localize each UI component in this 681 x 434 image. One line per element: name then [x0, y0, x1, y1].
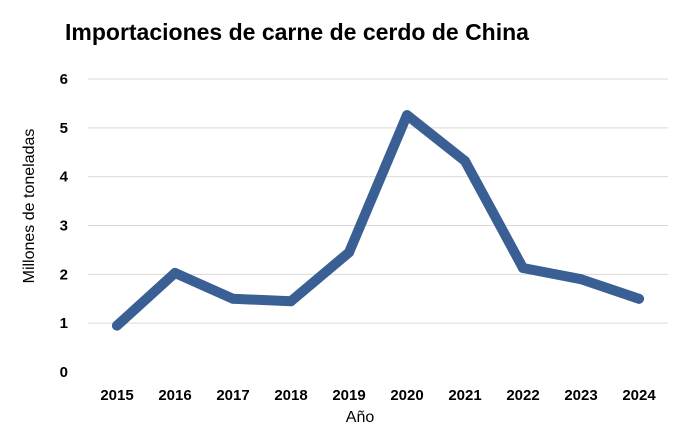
data-point: [402, 110, 412, 121]
x-axis-ticks: 2015 2016 2017 2018 2019 2020 2021 2022 2023 2024: [100, 387, 656, 404]
x-tick-label: 2022: [506, 387, 539, 404]
gridlines: [88, 78, 668, 324]
y-tick-label: 0: [60, 364, 68, 381]
x-tick-label: 2021: [448, 387, 481, 404]
data-point: [518, 262, 528, 273]
data-point: [170, 267, 180, 278]
data-point: [112, 320, 122, 331]
y-tick-label: 1: [60, 315, 68, 332]
x-tick-label: 2015: [100, 387, 133, 404]
data-point: [460, 156, 470, 167]
series-line: [112, 110, 644, 331]
data-points: [112, 110, 644, 331]
data-point: [634, 293, 644, 304]
y-tick-label: 4: [60, 169, 69, 186]
x-tick-label: 2017: [216, 387, 249, 404]
x-tick-label: 2016: [158, 387, 191, 404]
chart-title: Importaciones de carne de cerdo de China: [65, 19, 529, 45]
y-tick-label: 3: [60, 218, 68, 235]
x-tick-label: 2024: [622, 387, 656, 404]
y-tick-label: 2: [60, 266, 68, 283]
data-point: [228, 293, 238, 304]
data-point: [286, 296, 296, 307]
x-tick-label: 2023: [564, 387, 597, 404]
x-axis-label: Año: [346, 409, 375, 426]
data-point: [576, 274, 586, 285]
y-axis-label: Millones de toneladas: [21, 129, 38, 284]
data-point: [344, 247, 354, 258]
x-tick-label: 2018: [274, 387, 307, 404]
x-tick-label: 2019: [332, 387, 365, 404]
x-tick-label: 2020: [390, 387, 423, 404]
y-tick-label: 6: [60, 71, 68, 88]
y-tick-label: 5: [60, 120, 68, 137]
y-axis-ticks: 0 1 2 3 4 5 6: [60, 71, 69, 381]
